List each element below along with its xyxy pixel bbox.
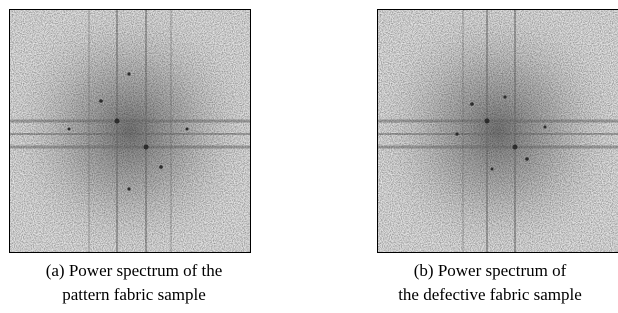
power-spectrum-image [9, 9, 251, 253]
caption-line: pattern fabric sample [13, 283, 255, 307]
figure-caption: (a) Power spectrum of the pattern fabric… [13, 259, 255, 307]
caption-line: (b) Power spectrum of [340, 259, 618, 283]
page: (a) Power spectrum of the pattern fabric… [0, 0, 618, 313]
power-spectrum-image [377, 9, 618, 253]
caption-line: the defective fabric sample [340, 283, 618, 307]
caption-line: (a) Power spectrum of the [13, 259, 255, 283]
figure-caption: (b) Power spectrum of the defective fabr… [340, 259, 618, 307]
